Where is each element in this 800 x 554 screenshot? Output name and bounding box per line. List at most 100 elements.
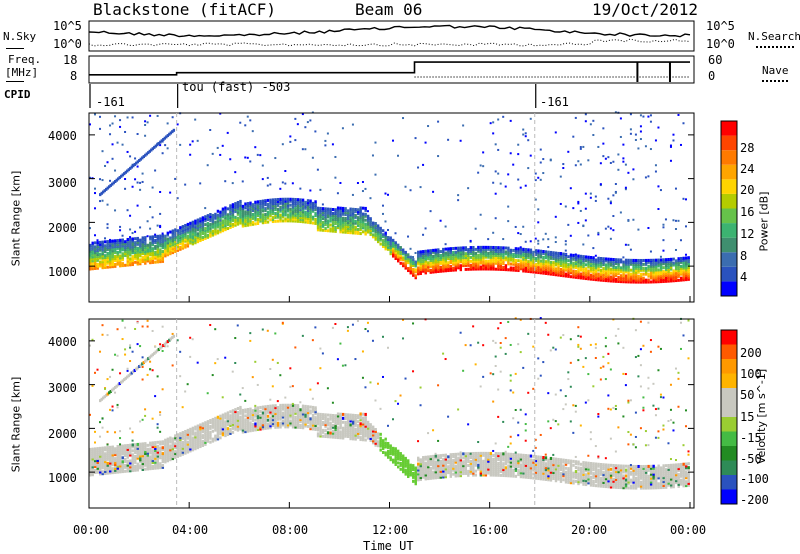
power-cell: [359, 228, 362, 232]
power-cell: [361, 224, 365, 228]
velocity-cell: [286, 413, 290, 417]
power-cell: [659, 264, 663, 268]
power-cell: [472, 253, 475, 257]
velocity-cell: [234, 415, 237, 419]
power-cell: [522, 249, 525, 253]
power-cell: [602, 274, 605, 278]
power-cell: [169, 191, 172, 194]
power-cell: [457, 194, 460, 197]
power-cell: [151, 239, 155, 243]
power-cell: [654, 170, 657, 173]
velocity-cell: [264, 426, 267, 430]
power-cell: [166, 134, 170, 138]
velocity-cell: [259, 423, 262, 427]
freq-line: [89, 61, 690, 76]
power-cell: [502, 250, 505, 254]
power-cell: [131, 257, 134, 261]
power-cell: [101, 150, 104, 153]
power-cell: [467, 257, 470, 261]
power-cell: [226, 227, 230, 231]
power-cell: [552, 255, 555, 259]
power-cell: [171, 237, 175, 241]
power-cell: [397, 257, 400, 261]
velocity-cell: [254, 404, 257, 407]
velocity-cell: [164, 458, 167, 462]
velocity-cell: [389, 452, 392, 456]
power-cell: [507, 260, 510, 264]
power-cell: [231, 209, 235, 213]
velocity-cell: [91, 384, 94, 387]
power-cell: [239, 215, 242, 219]
power-cell: [111, 253, 114, 257]
velocity-cell: [276, 409, 280, 413]
velocity-cell: [241, 420, 245, 424]
velocity-cell: [271, 424, 275, 428]
power-cell: [669, 261, 673, 265]
velocity-cell: [427, 459, 430, 463]
velocity-cell: [141, 444, 144, 448]
power-cell: [219, 220, 222, 224]
velocity-cell: [169, 446, 172, 450]
power-cell: [497, 248, 500, 252]
power-cell: [341, 218, 345, 222]
power-cell: [557, 257, 560, 261]
power-cell: [386, 247, 390, 251]
velocity-cell: [211, 417, 215, 421]
power-cell: [594, 264, 598, 268]
velocity-cell: [139, 444, 142, 448]
power-cell: [281, 201, 285, 205]
power-cell: [89, 253, 92, 257]
power-cell: [487, 261, 490, 265]
velocity-cell: [189, 433, 192, 437]
power-cell: [462, 246, 465, 250]
velocity-cell: [264, 405, 267, 409]
velocity-cell: [154, 441, 157, 445]
velocity-cell: [256, 414, 260, 418]
velocity-cell: [439, 456, 442, 460]
velocity-cell: [141, 467, 144, 471]
power-cell: [94, 251, 97, 255]
velocity-cell: [264, 415, 267, 419]
power-cell: [171, 249, 175, 253]
power-cell: [134, 248, 137, 252]
power-cell: [454, 250, 458, 254]
velocity-cell: [99, 470, 102, 474]
power-cell: [412, 258, 415, 262]
power-cell: [254, 212, 257, 216]
velocity-cell: [311, 407, 315, 411]
power-cell: [512, 262, 515, 266]
power-cell: [542, 238, 545, 241]
power-cell: [109, 179, 112, 182]
power-cell: [684, 272, 688, 276]
power-cell: [554, 251, 558, 255]
velocity-cell: [111, 471, 114, 475]
velocity-cell: [129, 344, 132, 347]
power-cell: [632, 270, 635, 274]
velocity-cell: [316, 416, 320, 420]
power-cell: [296, 217, 300, 221]
velocity-cell: [269, 410, 272, 414]
power-cell: [634, 264, 638, 268]
velocity-cell: [109, 375, 112, 378]
power-cell: [662, 239, 665, 242]
power-cell: [369, 223, 372, 227]
power-cell: [191, 228, 195, 232]
velocity-cell: [161, 442, 165, 446]
velocity-cell: [437, 456, 440, 460]
velocity-cell: [224, 432, 227, 436]
velocity-cell: [284, 407, 287, 411]
velocity-cell: [226, 417, 230, 421]
power-cell: [419, 256, 422, 260]
velocity-cell: [91, 469, 94, 473]
power-cell: [91, 243, 94, 247]
power-cell: [439, 261, 442, 265]
power-cell: [424, 251, 427, 255]
velocity-cell: [269, 408, 272, 412]
power-cell: [234, 204, 237, 208]
velocity-cell: [364, 414, 367, 418]
velocity-cell: [319, 420, 322, 424]
power-cell: [321, 216, 325, 220]
velocity-cell: [164, 444, 167, 448]
power-cell: [662, 249, 665, 252]
power-cell: [149, 243, 152, 247]
